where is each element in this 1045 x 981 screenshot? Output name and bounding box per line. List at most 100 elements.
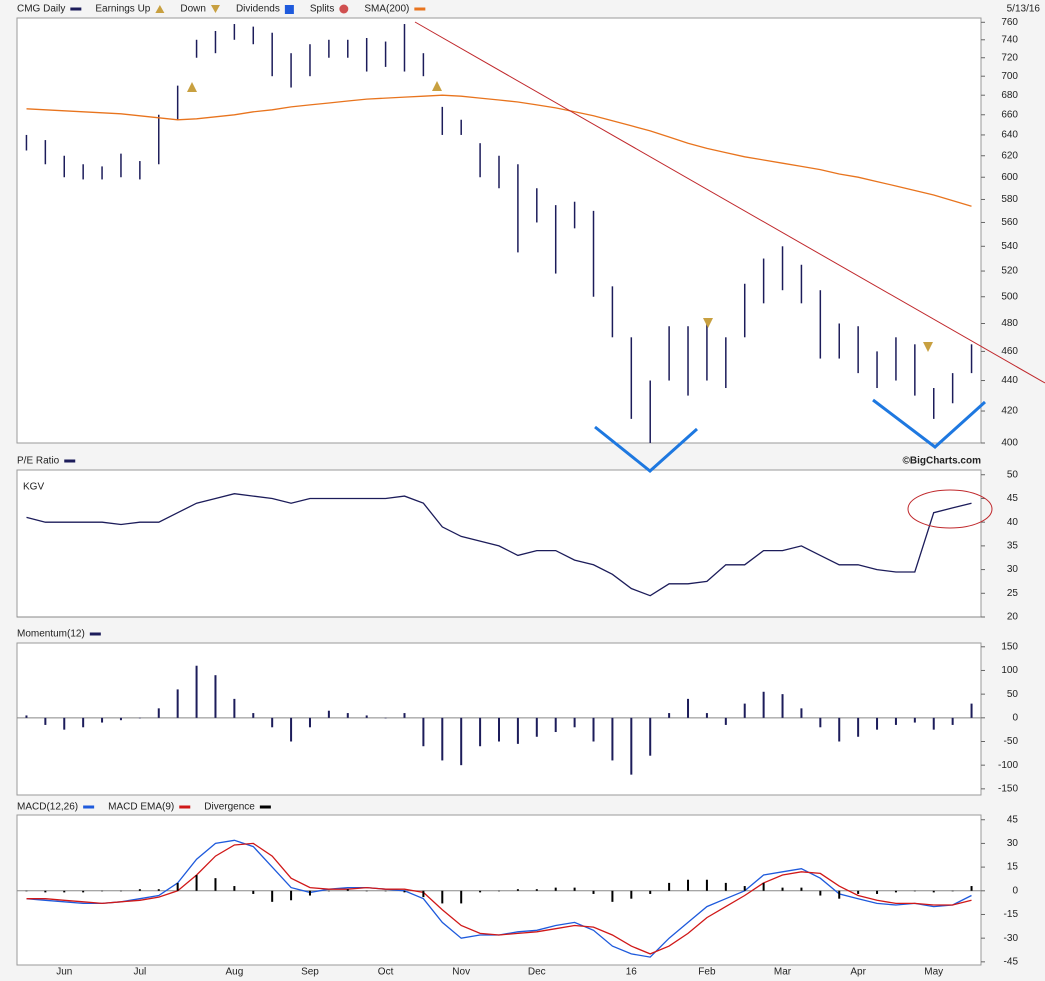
y-tick-label: 420 [1001,406,1018,417]
earnings-icon [923,342,933,352]
y-tick-label: 600 [1001,172,1018,183]
y-tick-label: -45 [1004,956,1019,967]
bar [762,691,765,718]
bar [101,717,104,723]
bar [119,890,122,892]
bar [441,890,444,904]
bar [214,878,217,891]
legend-icon [284,5,294,14]
bar [176,882,179,891]
bar [800,887,803,891]
x-tick-label: Sep [301,967,319,978]
bar [82,890,85,893]
bar [422,717,425,747]
bar [857,717,860,737]
bar [365,890,368,892]
legend-label: CMG Daily [17,4,65,15]
y-tick-label: 520 [1001,266,1018,277]
bar [119,717,122,721]
bar [611,717,614,761]
y-tick-label: 620 [1001,150,1018,161]
y-tick-label: 680 [1001,90,1018,101]
bar [876,890,879,894]
y-tick-label: 50 [1007,689,1019,700]
bar [403,890,406,893]
bar [649,890,652,894]
bar [214,675,217,718]
y-tick-label: 640 [1001,130,1018,141]
legend-swatch [89,632,101,636]
legend-swatch [64,459,76,463]
bar [932,717,935,730]
y-tick-label: 720 [1001,52,1018,63]
bottom-marker [872,398,987,449]
bar [894,890,897,893]
bar [592,890,595,894]
annotation: KGV [23,482,44,493]
legend-label: Down [180,4,206,15]
y-tick-label: 580 [1001,194,1018,205]
bar [101,890,104,892]
bar [611,890,614,902]
legend-icon [339,4,349,14]
panel [16,469,982,618]
y-tick-label: 20 [1007,612,1019,623]
bar [838,890,841,899]
bar [876,717,879,730]
y-tick-label: 30 [1007,838,1019,849]
bar [819,717,822,728]
bar [346,713,349,718]
bar [82,717,85,728]
legend-label: SMA(200) [364,4,409,15]
y-tick-label: 30 [1007,564,1019,575]
bar [724,882,727,891]
bar [668,882,671,891]
legend-label: Dividends [236,4,280,15]
bar [327,710,330,718]
y-tick-label: 0 [1012,885,1018,896]
bar [403,713,406,718]
bar [838,717,841,742]
bar [516,889,519,891]
y-tick-label: 540 [1001,241,1018,252]
bar [290,717,293,742]
bar [44,890,47,893]
x-tick-label: Nov [452,967,470,978]
bar [138,717,141,719]
date-label: 5/13/16 [1007,4,1041,15]
bar [25,715,28,718]
bar [252,890,255,894]
bar [365,715,368,718]
legend-swatch [259,805,271,809]
bar [271,890,274,902]
bottom-marker [594,425,698,473]
marks: 4004204404604805005205405605806006206406… [17,17,1018,978]
bar [913,717,916,723]
bar [649,717,652,756]
legend-label: Momentum(12) [17,629,85,640]
trend-line [414,21,1045,384]
y-tick-label: 560 [1001,217,1018,228]
y-tick-label: 45 [1007,493,1019,504]
bar [422,890,425,898]
bar [63,890,66,893]
bar [554,887,557,891]
bar [479,890,482,893]
y-tick-label: 700 [1001,71,1018,82]
y-tick-label: 40 [1007,517,1019,528]
bar [781,694,784,718]
bar [233,886,236,891]
y-tick-label: 400 [1001,438,1018,449]
legend-label: MACD EMA(9) [108,802,174,813]
bar [138,889,141,891]
y-tick-label: -150 [998,783,1018,794]
y-tick-label: -30 [1004,933,1019,944]
series-line [26,493,972,597]
source-label: ©BigCharts.com [903,456,982,467]
bar [894,717,897,725]
bar [762,882,765,891]
bar [573,717,576,728]
y-tick-label: 760 [1001,17,1018,28]
bar [308,717,311,728]
x-tick-label: Apr [850,967,866,978]
